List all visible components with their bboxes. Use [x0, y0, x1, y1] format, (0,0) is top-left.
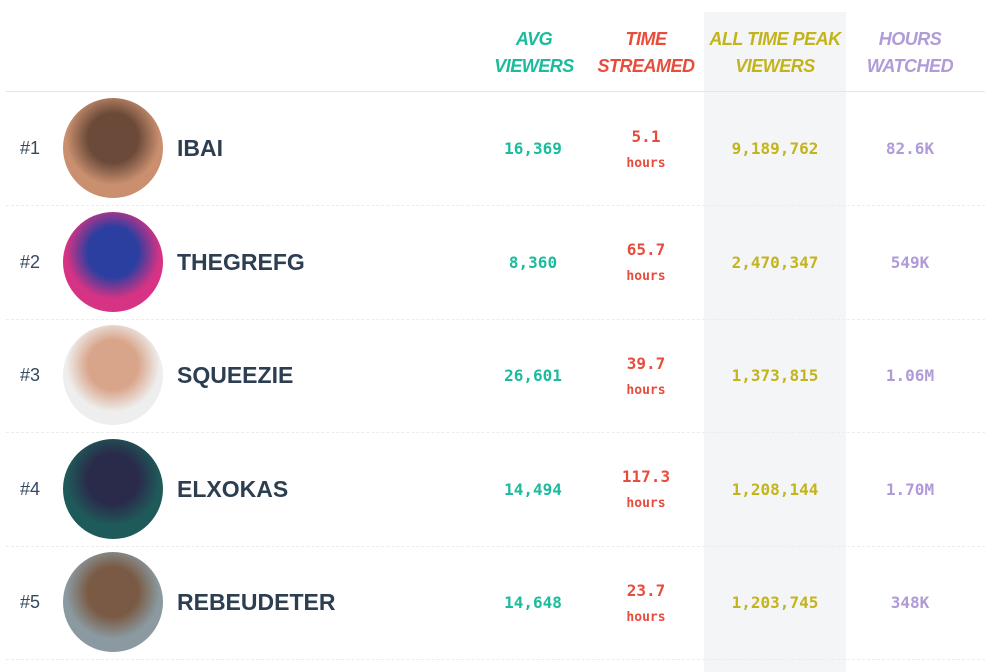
- time-streamed: 65.7 hours: [586, 206, 706, 319]
- hours-watched: 348K: [850, 546, 970, 659]
- avatar[interactable]: [63, 98, 163, 198]
- table-row[interactable]: #4 ELXOKAS 14,494 117.3 hours 1,208,144 …: [6, 433, 985, 547]
- hours-watched: 1.06M: [850, 319, 970, 432]
- header-time-streamed[interactable]: TIME STREAMED: [586, 26, 706, 80]
- peak-viewers-value: 1,373,815: [731, 366, 819, 385]
- avatar[interactable]: [63, 552, 163, 652]
- streamer-name[interactable]: SQUEEZIE: [177, 362, 294, 388]
- time-streamed-value: 65.7: [626, 240, 666, 259]
- peak-viewers: 2,470,347: [704, 206, 846, 319]
- table-row[interactable]: #2 THEGREFG 8,360 65.7 hours 2,470,347 5…: [6, 206, 985, 320]
- time-streamed: 5.1 hours: [586, 92, 706, 205]
- avatar[interactable]: [63, 438, 163, 539]
- avg-viewers-value: 14,494: [504, 479, 562, 499]
- avatar[interactable]: [63, 325, 163, 425]
- avg-viewers-value: 8,360: [508, 252, 558, 272]
- header-line: VIEWERS: [735, 56, 815, 76]
- time-streamed-value: 39.7: [626, 353, 666, 373]
- rank: #2: [20, 251, 41, 272]
- time-unit: hours: [626, 609, 666, 625]
- table-row[interactable]: #5 REBEUDETER 14,648 23.7 hours 1,203,74…: [6, 546, 985, 660]
- header-hours-watched[interactable]: HOURS WATCHED: [850, 26, 970, 80]
- header-line: WATCHED: [866, 56, 954, 76]
- header-avg-viewers[interactable]: AVG VIEWERS: [474, 26, 594, 80]
- table-row[interactable]: #3 SQUEEZIE 26,601 39.7 hours 1,373,815 …: [6, 319, 985, 433]
- streamer-name[interactable]: ELXOKAS: [177, 475, 289, 502]
- avg-viewers-value: 16,369: [504, 139, 562, 158]
- table-row[interactable]: #1 IBAI 16,369 5.1 hours 9,189,762 82.6K: [6, 92, 985, 206]
- peak-viewers-value: 1,208,144: [731, 479, 819, 499]
- hours-watched: 82.6K: [850, 92, 970, 205]
- time-unit: hours: [626, 382, 666, 398]
- hours-watched-value: 1.06M: [885, 366, 935, 385]
- avg-viewers: 14,648: [473, 546, 593, 659]
- avg-viewers-value: 26,601: [504, 366, 562, 385]
- peak-viewers: 1,208,144: [704, 433, 846, 546]
- avg-viewers: 8,360: [473, 206, 593, 319]
- streamer-name[interactable]: REBEUDETER: [177, 589, 336, 615]
- time-streamed: 117.3 hours: [586, 433, 706, 546]
- hours-watched: 1.70M: [850, 433, 970, 546]
- time-streamed-value: 23.7: [626, 580, 666, 600]
- avg-viewers: 16,369: [473, 92, 593, 205]
- avg-viewers-value: 14,648: [504, 593, 562, 612]
- hours-watched-value: 1.70M: [885, 479, 935, 499]
- header-line: ALL TIME PEAK: [709, 29, 841, 49]
- time-streamed-value: 117.3: [621, 467, 671, 486]
- peak-column-highlight: [704, 12, 846, 672]
- avg-viewers: 26,601: [473, 319, 593, 432]
- peak-viewers-value: 2,470,347: [731, 252, 819, 272]
- rank: #3: [20, 365, 41, 385]
- time-streamed: 39.7 hours: [586, 319, 706, 432]
- avatar[interactable]: [63, 211, 163, 312]
- header-peak-viewers[interactable]: ALL TIME PEAK VIEWERS: [704, 26, 846, 80]
- header-line: STREAMED: [597, 56, 695, 76]
- peak-viewers: 1,203,745: [704, 546, 846, 659]
- header-line: TIME: [625, 29, 668, 49]
- hours-watched: 549K: [850, 206, 970, 319]
- peak-viewers-value: 1,203,745: [731, 593, 819, 612]
- time-streamed-value: 5.1: [631, 126, 661, 146]
- hours-watched-value: 348K: [890, 593, 930, 612]
- header-line: HOURS: [878, 29, 942, 49]
- peak-viewers: 1,373,815: [704, 319, 846, 432]
- time-unit: hours: [626, 155, 666, 171]
- rank: #5: [20, 592, 41, 612]
- header-divider: [6, 91, 985, 92]
- header-line: VIEWERS: [494, 56, 574, 76]
- time-streamed: 23.7 hours: [586, 546, 706, 659]
- peak-viewers-value: 9,189,762: [731, 139, 819, 158]
- streamer-name[interactable]: THEGREFG: [177, 248, 305, 275]
- time-unit: hours: [626, 269, 666, 284]
- rank: #4: [20, 478, 41, 499]
- hours-watched-value: 549K: [890, 252, 930, 272]
- avg-viewers: 14,494: [473, 433, 593, 546]
- rank: #1: [20, 138, 41, 158]
- header-line: AVG: [515, 29, 553, 49]
- hours-watched-value: 82.6K: [885, 139, 935, 158]
- streamer-name[interactable]: IBAI: [177, 135, 223, 161]
- time-unit: hours: [626, 496, 666, 511]
- peak-viewers: 9,189,762: [704, 92, 846, 205]
